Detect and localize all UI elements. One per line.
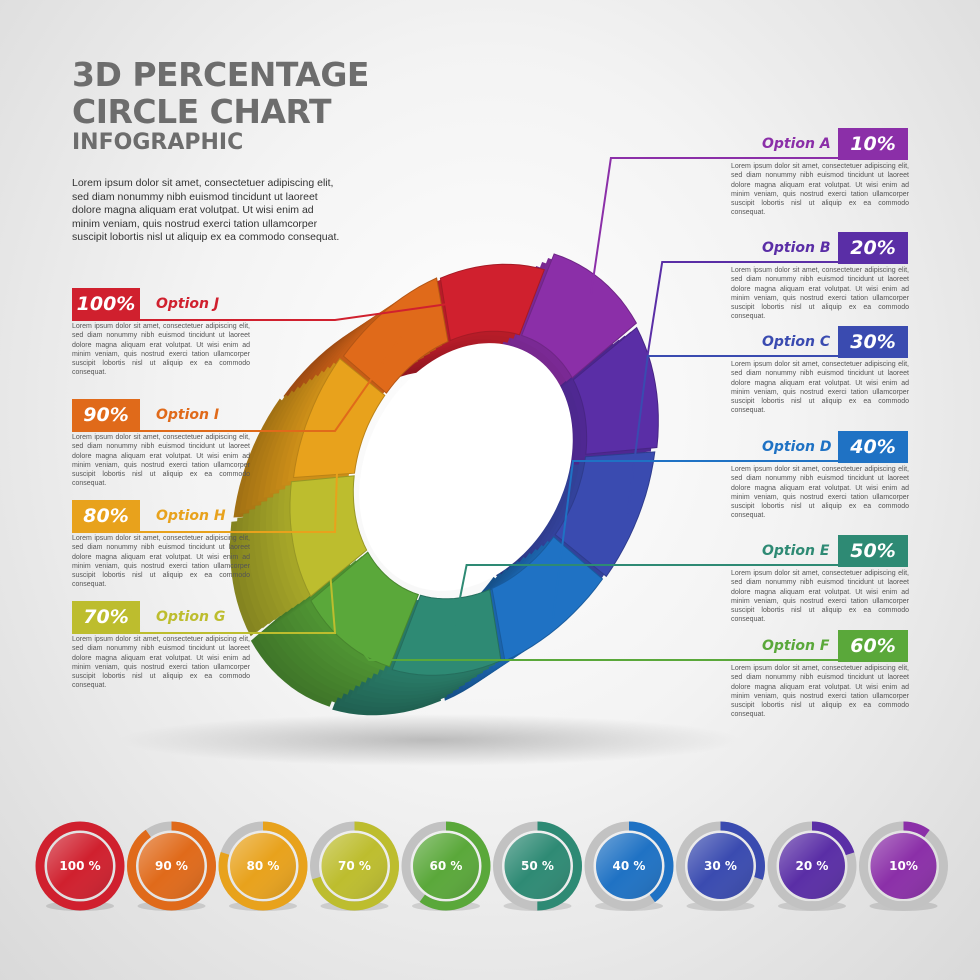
mini-percent-label: 80 % [247,859,280,873]
percent-badge-7: 70% [72,601,140,633]
mini-percent-label: 70 % [338,859,371,873]
option-description: Lorem ipsum dolor sit amet, consectetuer… [731,465,909,521]
option-description: Lorem ipsum dolor sit amet, consectetuer… [72,635,250,691]
mini-percent-label: 50 % [521,859,554,873]
option-description: Lorem ipsum dolor sit amet, consectetuer… [731,162,909,218]
option-label-2: Option B [762,240,831,256]
mini-percent-label: 40 % [613,859,646,873]
option-label-8: Option H [156,508,226,524]
percent-badge-5: 50% [838,535,908,567]
percent-badge-6: 60% [838,630,908,662]
mini-percent-label: 100 % [59,859,100,873]
option-description: Lorem ipsum dolor sit amet, consectetuer… [72,433,250,489]
percent-badge-1: 10% [838,128,908,160]
option-label-9: Option I [156,407,219,423]
option-description: Lorem ipsum dolor sit amet, consectetuer… [731,266,909,322]
option-description: Lorem ipsum dolor sit amet, consectetuer… [72,534,250,590]
mini-percent-label: 10% [889,859,918,873]
percent-badge-4: 40% [838,431,908,463]
percent-badge-10: 100% [72,288,140,320]
percent-badge-2: 20% [838,232,908,264]
percent-badge-3: 30% [838,326,908,358]
option-label-1: Option A [762,136,831,152]
mini-percent-label: 30 % [704,859,737,873]
option-description: Lorem ipsum dolor sit amet, consectetuer… [731,569,909,625]
percent-badge-9: 90% [72,399,140,431]
chart-shadow [120,714,740,766]
mini-percent-label: 60 % [430,859,463,873]
option-description: Lorem ipsum dolor sit amet, consectetuer… [731,360,909,416]
mini-percent-label: 20 % [796,859,829,873]
option-label-4: Option D [762,439,832,455]
option-label-7: Option G [156,609,225,625]
option-label-6: Option F [762,638,829,654]
mini-percent-label: 90 % [155,859,188,873]
percent-badge-8: 80% [72,500,140,532]
option-label-3: Option C [762,334,830,350]
option-label-10: Option J [156,296,219,312]
option-label-5: Option E [762,543,829,559]
option-description: Lorem ipsum dolor sit amet, consectetuer… [72,322,250,378]
option-description: Lorem ipsum dolor sit amet, consectetuer… [731,664,909,720]
